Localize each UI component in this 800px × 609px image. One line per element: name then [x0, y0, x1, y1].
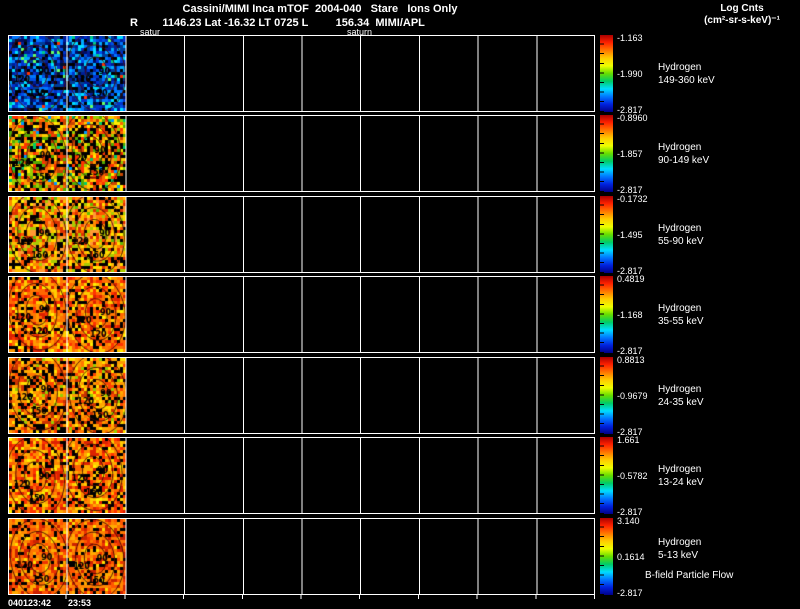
colorbar	[600, 357, 613, 434]
species-label: Hydrogen	[658, 302, 702, 314]
energy-label: 55-90 keV	[658, 235, 704, 247]
colorbar-max-label: -0.1732	[617, 194, 648, 204]
spectrogram-row-1: -1.163 -1.990 -2.817 Hydrogen 149-360 ke…	[8, 33, 792, 115]
colorbar	[600, 276, 613, 353]
panel-grid	[8, 357, 595, 434]
colorbar	[600, 35, 613, 112]
spectrogram-row-6: 1.661 -0.5782 -2.817 Hydrogen 13-24 keV	[8, 435, 792, 517]
colorbar	[600, 437, 613, 514]
saturn-label-left: satur	[140, 27, 161, 37]
colorbar-min-label: -2.817	[617, 105, 643, 115]
colorbar-min-label: -2.817	[617, 266, 643, 276]
colorbar-min-label: -2.817	[617, 346, 643, 356]
colorbar-mid-label: 0.1614	[617, 551, 645, 562]
species-label: Hydrogen	[658, 141, 702, 153]
colorbar-max-label: -1.163	[617, 33, 643, 43]
colorbar-max-label: 3.140	[617, 516, 640, 526]
colorbar	[600, 196, 613, 273]
row-label: Hydrogen 24-35 keV	[658, 383, 704, 409]
spectrogram-row-5: 0.8813 -0.9679 -2.817 Hydrogen 24-35 keV	[8, 355, 792, 437]
panel-grid	[8, 518, 595, 595]
energy-label: 90-149 keV	[658, 154, 710, 166]
panel-grid	[8, 196, 595, 273]
species-label: Hydrogen	[658, 383, 702, 395]
energy-label: 149-360 keV	[658, 74, 715, 86]
panel-grid	[8, 115, 595, 192]
colorbar-mid-label: -0.5782	[617, 470, 648, 481]
ephemeris-line: R 1146.23 Lat -16.32 LT 0725 L 156.34 MI…	[130, 17, 425, 29]
colorbar-mid-label: -1.990	[617, 68, 643, 79]
time-axis-labels: 040123:42 23:53	[8, 599, 268, 609]
energy-label: 5-13 keV	[658, 549, 699, 561]
species-label: Hydrogen	[658, 222, 702, 234]
colorbar-mid-label: -0.9679	[617, 390, 648, 401]
panel-grid	[8, 35, 595, 112]
saturn-label-center: saturn	[347, 27, 373, 37]
spectrogram-row-2: -0.8960 -1.857 -2.817 Hydrogen 90-149 ke…	[8, 113, 792, 195]
units-line2: (cm²-sr-s-keV)⁻¹	[704, 15, 780, 26]
spectrogram-row-4: 0.4819 -1.168 -2.817 Hydrogen 35-55 keV	[8, 274, 792, 356]
time-start-label: 040123:42	[8, 598, 52, 608]
row-label: Hydrogen 13-24 keV	[658, 463, 704, 489]
colorbar-max-label: -0.8960	[617, 113, 648, 123]
colorbar-mid-label: -1.857	[617, 148, 643, 159]
colorbar-min-label: -2.817	[617, 588, 643, 598]
time-axis-ticks	[8, 595, 595, 599]
spectrogram-row-3: -0.1732 -1.495 -2.817 Hydrogen 55-90 keV	[8, 194, 792, 276]
energy-label: 35-55 keV	[658, 315, 704, 327]
colorbar-max-label: 0.8813	[617, 355, 645, 365]
colorbar-mid-label: -1.495	[617, 229, 643, 240]
panel-grid	[8, 437, 595, 514]
row-label: Hydrogen 55-90 keV	[658, 222, 704, 248]
row-label: Hydrogen 90-149 keV	[658, 141, 709, 167]
row-label: Hydrogen 5-13 keV	[658, 536, 701, 562]
spectrogram-row-7: 3.140 0.1614 -2.817 Hydrogen 5-13 keV	[8, 516, 792, 598]
units-line1: Log Cnts	[720, 3, 764, 14]
energy-label: 13-24 keV	[658, 476, 704, 488]
colorbar-min-label: -2.817	[617, 427, 643, 437]
row-label: Hydrogen 35-55 keV	[658, 302, 704, 328]
colorbar	[600, 518, 613, 595]
row-label: Hydrogen 149-360 keV	[658, 61, 715, 87]
page-title: Cassini/MIMI Inca mTOF 2004-040 Stare Io…	[182, 3, 458, 15]
colorbar-min-label: -2.817	[617, 185, 643, 195]
bfield-overlay-label: B-field Particle Flow	[645, 570, 734, 581]
colorbar-max-label: 0.4819	[617, 274, 645, 284]
species-label: Hydrogen	[658, 463, 702, 475]
species-label: Hydrogen	[658, 61, 702, 73]
colorbar-max-label: 1.661	[617, 435, 640, 445]
colorbar	[600, 115, 613, 192]
species-label: Hydrogen	[658, 536, 702, 548]
colorbar-units-label: Log Cnts (cm²-sr-s-keV)⁻¹	[688, 3, 796, 27]
energy-label: 24-35 keV	[658, 396, 704, 408]
colorbar-min-label: -2.817	[617, 507, 643, 517]
colorbar-mid-label: -1.168	[617, 309, 643, 320]
panel-grid	[8, 276, 595, 353]
time-end-label: 23:53	[68, 598, 92, 608]
